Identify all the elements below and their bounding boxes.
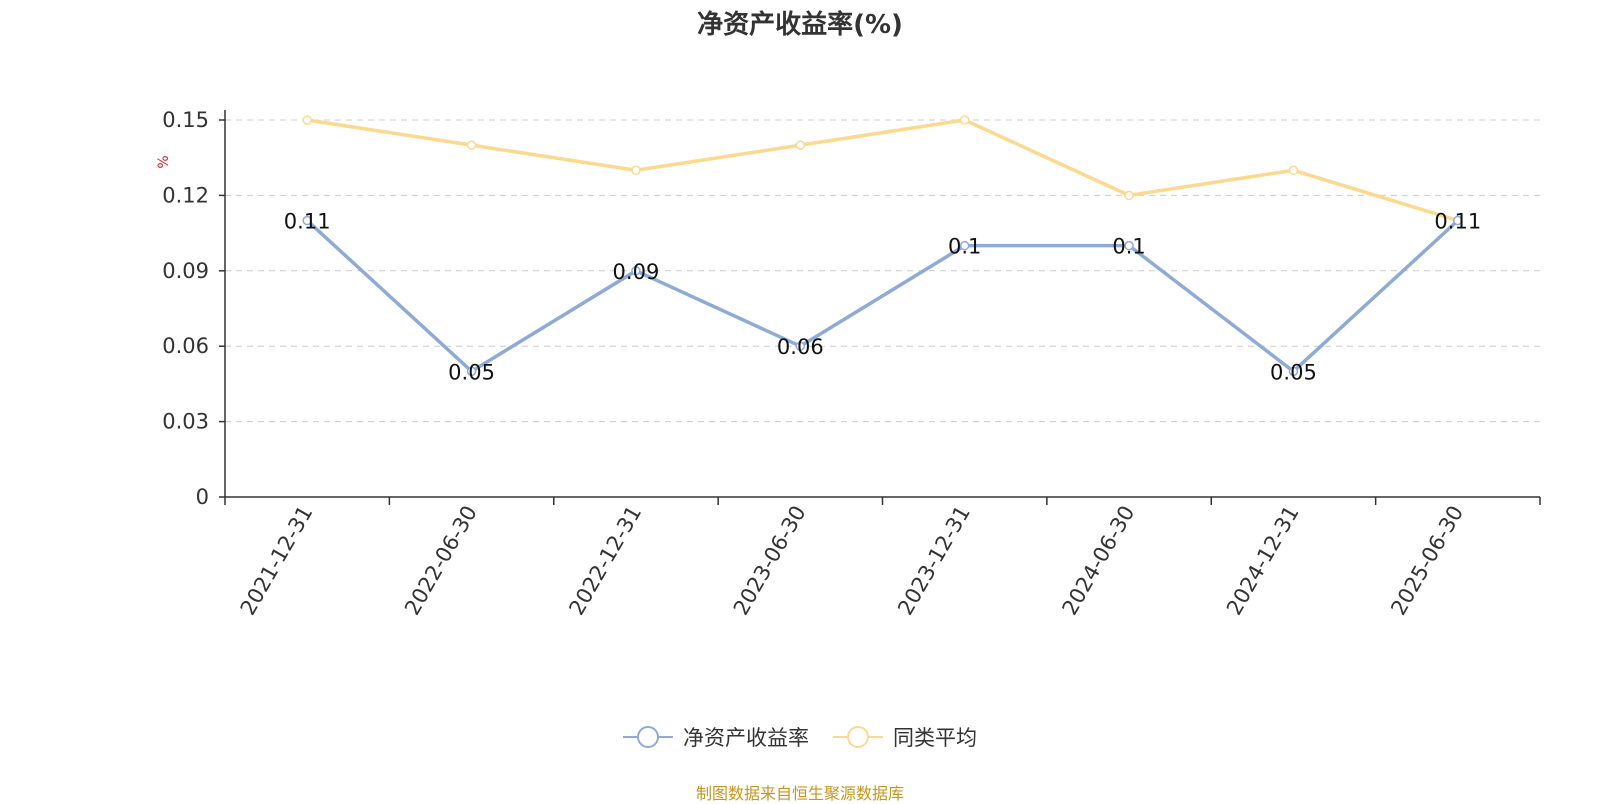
y-tick-label: 0 [196, 485, 209, 509]
data-point [466, 366, 477, 377]
y-tick-label: 0.12 [162, 183, 209, 207]
data-point [631, 165, 641, 176]
x-tick-label: 2021-12-31 [236, 502, 318, 620]
y-tick-label: 0.06 [162, 334, 209, 358]
legend: 净资产收益率 同类平均 [0, 722, 1600, 752]
x-tick-label: 2024-12-31 [1222, 502, 1304, 620]
data-point [1453, 215, 1463, 226]
x-tick-label: 2023-12-31 [893, 502, 975, 620]
data-point [959, 240, 970, 251]
x-tick-label: 2022-12-31 [564, 502, 646, 620]
data-label: 0.1 [948, 235, 981, 259]
data-point [1124, 190, 1134, 201]
data-label: 0.11 [1434, 210, 1481, 234]
y-tick-label: 0.03 [162, 410, 209, 434]
x-tick-label: 2024-06-30 [1058, 502, 1140, 620]
x-tick-label: 2022-06-30 [400, 502, 482, 620]
data-label: 0.09 [613, 260, 660, 284]
data-point [302, 215, 312, 226]
data-label: 0.11 [284, 210, 331, 234]
data-point [631, 266, 641, 276]
x-tick-label: 2023-06-30 [729, 502, 811, 620]
data-point [302, 115, 312, 125]
data-point [1288, 366, 1299, 377]
x-tick-label: 2025-06-30 [1386, 502, 1468, 620]
legend-label-peer-average: 同类平均 [893, 726, 977, 750]
data-label: 0.06 [777, 335, 824, 359]
data-point [959, 115, 970, 125]
data-source-note: 制图数据来自恒生聚源数据库 [695, 784, 904, 803]
data-label: 0.05 [1270, 360, 1317, 384]
legend-marker-peer-average [833, 726, 883, 748]
data-point [466, 140, 477, 150]
data-label: 0.05 [448, 360, 495, 384]
data-point [795, 140, 806, 150]
data-point [1288, 165, 1299, 176]
data-point [1124, 240, 1134, 251]
series-line [306, 219, 1459, 374]
data-label: 0.1 [1112, 235, 1145, 259]
y-tick-label: 0.09 [162, 259, 209, 283]
y-axis-label: % [156, 155, 172, 168]
legend-marker-roe [623, 726, 673, 748]
legend-item-roe[interactable]: 净资产收益率 [623, 722, 809, 752]
chart-title: 净资产收益率(%) [697, 10, 903, 40]
y-tick-label: 0.15 [162, 108, 209, 132]
series-line [306, 118, 1459, 223]
legend-item-peer-average[interactable]: 同类平均 [833, 722, 977, 752]
data-point [795, 341, 806, 351]
legend-label-roe: 净资产收益率 [683, 726, 809, 750]
